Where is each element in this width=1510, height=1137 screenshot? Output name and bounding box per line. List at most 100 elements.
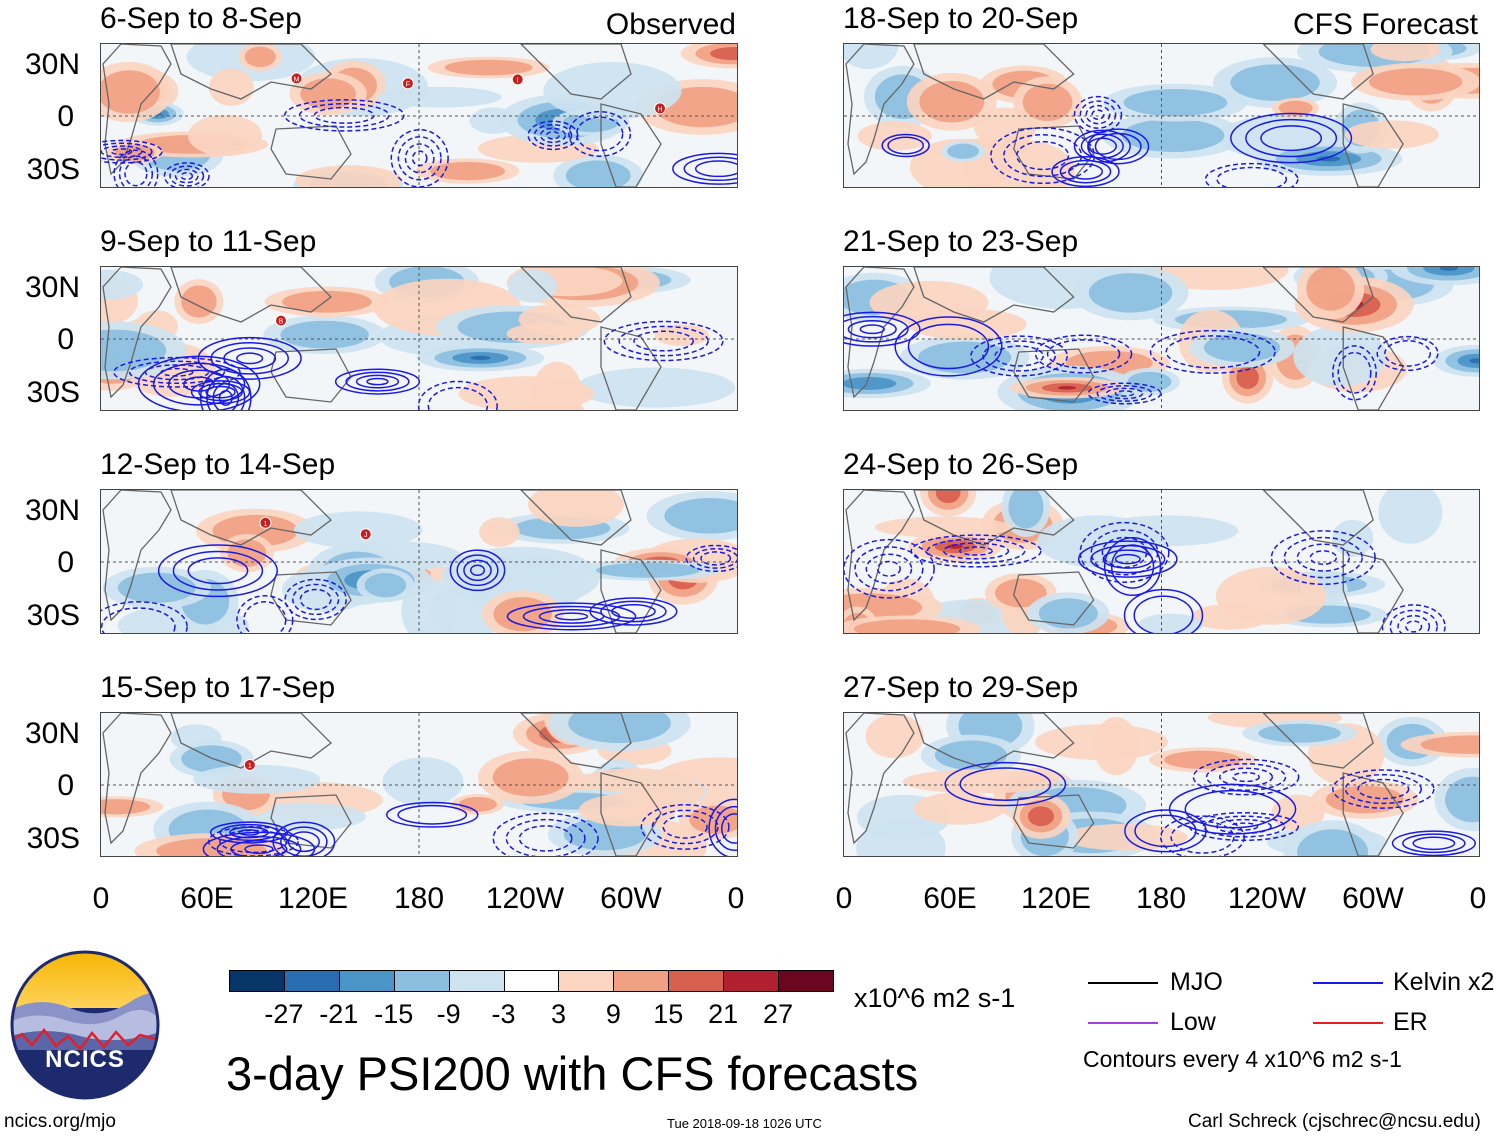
kelvin-contour — [244, 844, 274, 855]
logo-text: NCICS — [45, 1046, 125, 1073]
kelvin-contour — [280, 826, 328, 856]
kelvin-contour — [1090, 544, 1166, 574]
kelvin-contour — [128, 360, 225, 385]
kelvin-contour — [1230, 112, 1353, 164]
kelvin-contour — [427, 386, 489, 410]
kelvin-contour — [366, 377, 389, 386]
colorbar-swatch — [668, 970, 725, 992]
colorbar-units: x10^6 m2 s-1 — [854, 983, 1016, 1013]
kelvin-contour — [942, 542, 1010, 560]
kelvin-contour — [198, 382, 244, 402]
kelvin-contour — [1085, 104, 1111, 125]
lon-label: 0 — [835, 882, 853, 915]
kelvin-contour — [1405, 620, 1423, 633]
storm-marker — [290, 72, 303, 85]
coastline — [913, 44, 1075, 100]
kelvin-contour — [236, 352, 264, 365]
coastline — [845, 490, 915, 622]
kelvin-contour — [284, 578, 347, 621]
negative-anomaly — [1445, 776, 1479, 823]
kelvin-contour — [180, 172, 194, 181]
legend-line-mjo — [1088, 982, 1158, 984]
negative-anomaly — [1423, 267, 1475, 276]
negative-anomaly — [1038, 598, 1098, 629]
kelvin-contour — [538, 609, 605, 624]
panel-3-title: 15-Sep to 17-Sep — [100, 671, 336, 704]
kelvin-contour — [110, 148, 133, 156]
kelvin-contour — [1357, 778, 1410, 800]
positive-anomaly — [532, 361, 582, 410]
kelvin-contour — [243, 601, 287, 633]
kelvin-contour — [894, 316, 1003, 377]
lat-label-30n: 30N — [24, 494, 80, 527]
positive-anomaly — [919, 80, 985, 123]
coastline — [270, 348, 352, 403]
coastline — [913, 713, 1075, 769]
kelvin-contour — [685, 544, 737, 573]
positive-anomaly — [689, 805, 737, 834]
footer-url-link[interactable]: ncics.org/mjo — [4, 1111, 116, 1132]
positive-anomaly — [935, 490, 961, 504]
coastline — [600, 326, 662, 410]
panel-6-title: 24-Sep to 26-Sep — [843, 448, 1079, 481]
kelvin-contour — [506, 602, 637, 631]
storm-marker — [511, 73, 524, 86]
lon-label: 60E — [923, 882, 977, 915]
storm-marker — [654, 102, 667, 115]
kelvin-contour — [463, 559, 492, 582]
panel-0-tag: Observed — [605, 8, 736, 41]
colorbar-swatch — [778, 970, 834, 992]
kelvin-contour — [152, 362, 246, 406]
kelvin-contour — [216, 835, 302, 856]
positive-anomaly — [1163, 750, 1241, 769]
lon-label: 0 — [727, 882, 745, 915]
kelvin-contour — [545, 131, 560, 140]
kelvin-contour — [124, 161, 148, 187]
positive-anomaly — [1057, 386, 1077, 390]
legend-line-kelvin — [1313, 982, 1383, 984]
negative-anomaly — [1230, 64, 1320, 101]
coastline — [913, 267, 1075, 323]
colorbar-row — [229, 970, 834, 994]
kelvin-contour — [640, 804, 730, 850]
kelvin-contour — [209, 821, 289, 844]
positive-anomaly — [1325, 785, 1404, 814]
positive-anomaly — [1027, 806, 1055, 827]
coastline — [845, 44, 915, 176]
kelvin-contour — [299, 588, 332, 611]
colorbar-tick-label: 15 — [653, 999, 684, 1029]
kelvin-contour — [575, 116, 624, 152]
kelvin-contour — [292, 583, 340, 616]
lat-label-30s: 30S — [26, 822, 80, 855]
positive-anomaly — [282, 290, 372, 313]
kelvin-contour — [1133, 595, 1194, 633]
lon-label: 180 — [393, 882, 445, 915]
main-title: 3-day PSI200 with CFS forecasts — [226, 1047, 919, 1100]
kelvin-contour — [1192, 758, 1300, 796]
colorbar-swatch — [613, 970, 670, 992]
kelvin-contour — [163, 162, 210, 187]
positive-anomaly — [181, 285, 217, 318]
kelvin-contour — [172, 550, 264, 591]
negative-anomaly — [568, 713, 671, 744]
kelvin-contour — [1216, 166, 1288, 187]
negative-anomaly — [1378, 490, 1443, 544]
kelvin-contour — [313, 106, 375, 124]
kelvin-contour — [411, 150, 428, 167]
kelvin-contour — [1073, 129, 1131, 163]
kelvin-contour — [1123, 588, 1204, 633]
coastline — [170, 713, 332, 769]
kelvin-contour — [1073, 95, 1123, 134]
lat-label-eq: 0 — [57, 546, 74, 579]
lat-label-30s: 30S — [26, 599, 80, 632]
panel-4-map — [843, 43, 1480, 188]
colorbar-tick-label: -9 — [436, 999, 461, 1029]
coastline — [520, 490, 632, 546]
panel-3-map: 1 — [100, 712, 738, 857]
storm-label: M — [294, 76, 300, 83]
negative-anomaly — [364, 573, 407, 598]
positive-anomaly — [853, 619, 961, 633]
kelvin-contour — [651, 809, 719, 845]
lon-label: 120W — [1227, 882, 1307, 915]
kelvin-contour — [1309, 550, 1338, 566]
